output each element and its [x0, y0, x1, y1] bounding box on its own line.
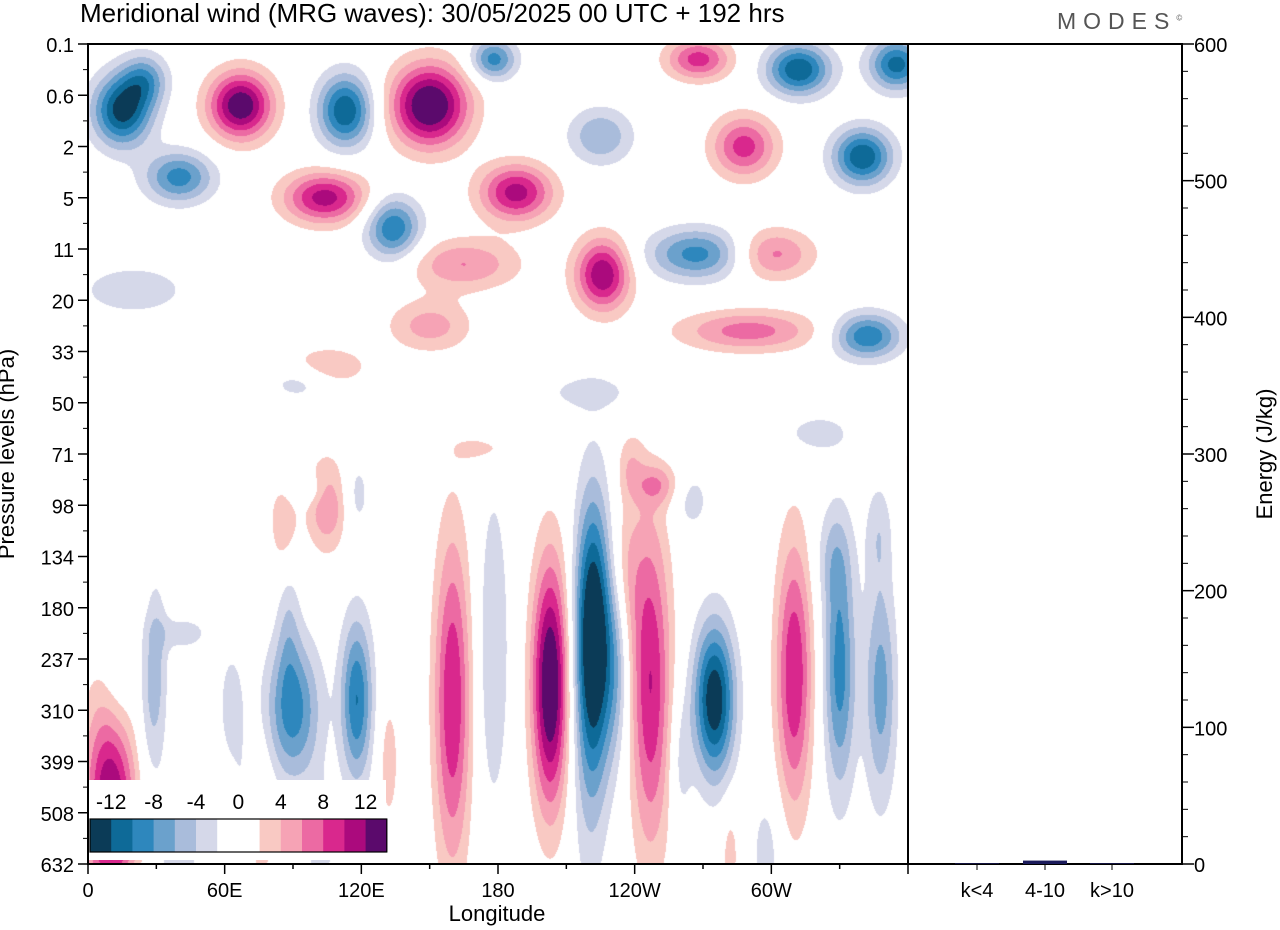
- colorbar-label: 8: [317, 791, 329, 814]
- y-tick-label: 0.6: [46, 86, 74, 108]
- energy-tick-marks: 0 100 200 300 400 500 600: [1182, 35, 1227, 877]
- y-tick-label: 0.1: [46, 35, 74, 57]
- colorbar-label: -4: [187, 791, 206, 814]
- colorbar-swatch: [153, 819, 176, 852]
- colorbar-label: -8: [144, 791, 163, 814]
- energy-tick-label: 600: [1194, 35, 1227, 57]
- y-tick-label: 134: [41, 548, 74, 570]
- y-tick-label: 98: [52, 496, 74, 518]
- y-tick-label: 20: [52, 291, 74, 313]
- colorbar: -12 -8 -4 0 4 8 12: [86, 780, 388, 860]
- energy-category-label: k<4: [961, 880, 994, 902]
- colorbar-swatch: [365, 819, 388, 852]
- colorbar-swatch: [323, 819, 345, 852]
- y-tick-labels: 0.1 0.6 2 5 11 20 33 50 71 98 134 180 237 310 399 508 63…: [41, 35, 74, 877]
- y-axis-label: Pressure levels (hPa): [0, 349, 19, 559]
- energy-axis-label: Energy (J/kg): [1252, 389, 1277, 520]
- y-tick-label: 508: [41, 804, 74, 826]
- chart-title: Meridional wind (MRG waves): 30/05/2025 …: [80, 0, 785, 28]
- hovmoller-panel: -12 -8 -4 0 4 8 12 0.1 0.6 2 5 11 20 33 50 71 98 134 180 2…: [0, 35, 909, 926]
- y-tick-label: 399: [41, 753, 74, 775]
- energy-tick-label: 300: [1194, 445, 1227, 467]
- x-axis-label: Longitude: [449, 901, 546, 926]
- x-ticks: 0 60E 120E 180 120W 60W: [82, 864, 909, 902]
- colorbar-swatch: [280, 819, 303, 852]
- colorbar-swatch: [90, 819, 112, 852]
- energy-tick-label: 100: [1194, 718, 1227, 740]
- energy-tick-label: 400: [1194, 308, 1227, 330]
- energy-tick-label: 0: [1194, 855, 1205, 877]
- colorbar-frame: [89, 818, 388, 853]
- logo-text: MODES: [1057, 8, 1177, 34]
- colorbar-swatch: [111, 819, 133, 852]
- colorbar-label: 12: [354, 791, 377, 814]
- colorbar-swatch: [196, 819, 218, 852]
- colorbar-swatch: [259, 819, 282, 852]
- energy-bars: k<4 4-10 k>10: [955, 860, 1134, 902]
- colorbar-swatch: [132, 819, 155, 852]
- x-tick-label: 180: [481, 880, 514, 902]
- x-tick-label: 60W: [751, 880, 792, 902]
- y-tick-label: 50: [52, 394, 74, 416]
- y-tick-marks: [78, 43, 88, 865]
- x-tick-label: 60E: [207, 880, 243, 902]
- y-tick-label: 237: [41, 650, 74, 672]
- energy-bar: [1023, 860, 1067, 864]
- colorbar-label: 4: [275, 791, 287, 814]
- colorbar-swatch: [217, 819, 239, 852]
- colorbar-swatch: [174, 819, 197, 852]
- energy-bar: [955, 863, 999, 864]
- energy-frame: [907, 43, 1183, 865]
- logo-mark: ©: [1176, 13, 1183, 23]
- energy-bar: [1090, 863, 1134, 864]
- colorbar-label: -12: [96, 791, 126, 814]
- y-tick-label: 632: [41, 855, 74, 877]
- y-tick-label: 310: [41, 701, 74, 723]
- modes-logo: MODES©: [1057, 8, 1182, 35]
- colorbar-swatch: [344, 819, 367, 852]
- energy-panel: k<4 4-10 k>10 0 100 200 300 400 500 600 Energy (…: [907, 35, 1277, 902]
- y-tick-label: 71: [52, 445, 74, 467]
- colorbar-swatch: [238, 819, 261, 852]
- energy-tick-label: 200: [1194, 582, 1227, 604]
- y-tick-label: 11: [53, 240, 74, 262]
- x-tick-label: 120E: [338, 880, 385, 902]
- x-tick-label: 120W: [609, 880, 661, 902]
- wind-contour-field: [88, 44, 908, 864]
- colorbar-label: 0: [233, 791, 245, 814]
- energy-category-label: k>10: [1090, 880, 1134, 902]
- energy-category-label: 4-10: [1025, 880, 1065, 902]
- y-tick-label: 180: [41, 599, 74, 621]
- y-tick-label: 5: [63, 189, 74, 211]
- colorbar-swatch: [302, 819, 324, 852]
- x-tick-label: 0: [82, 880, 93, 902]
- y-tick-label: 33: [52, 343, 74, 365]
- y-tick-label: 2: [63, 138, 74, 160]
- energy-tick-label: 500: [1194, 172, 1227, 194]
